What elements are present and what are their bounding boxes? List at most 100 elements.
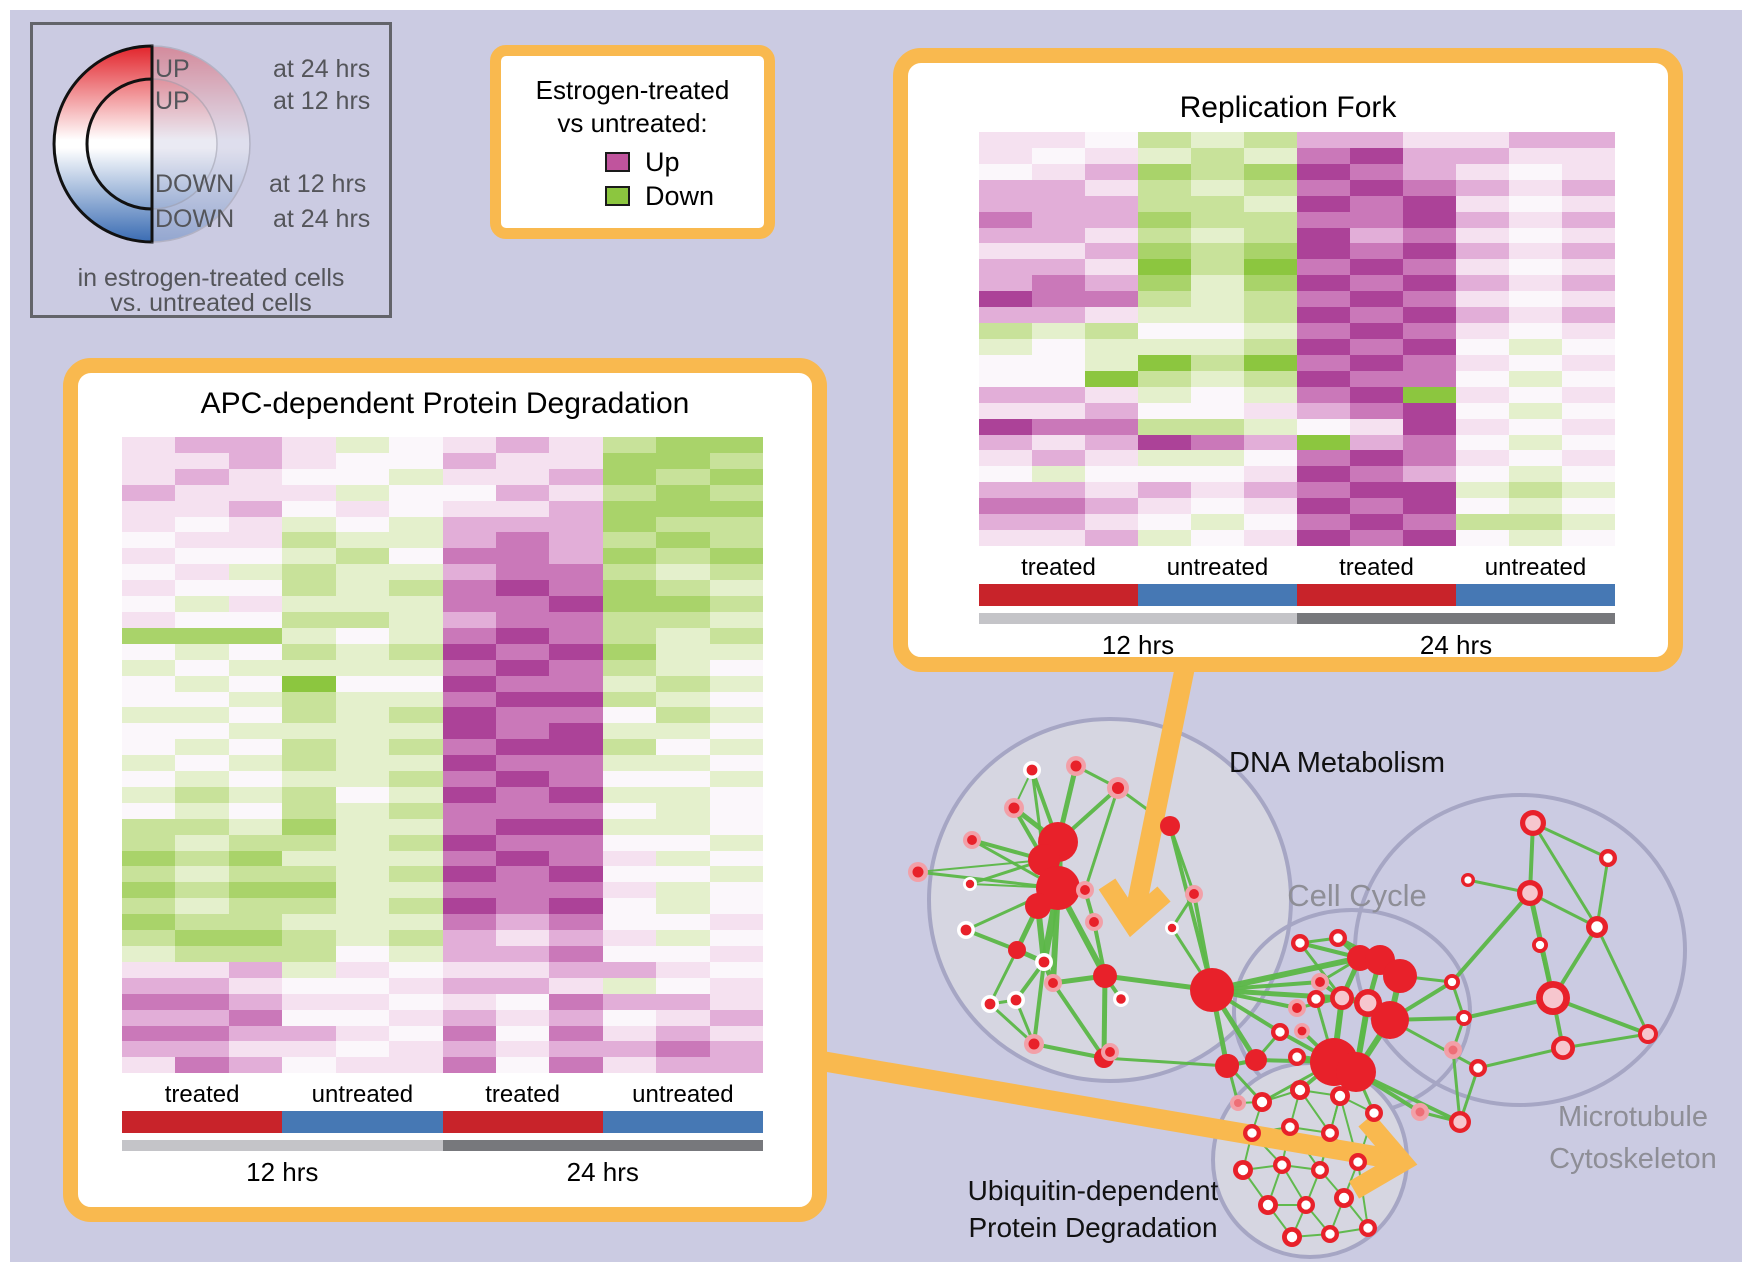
heatmap-row xyxy=(979,291,1615,308)
heatmap-cell xyxy=(1297,275,1350,292)
heatmap-cell xyxy=(1456,132,1509,148)
heatmap-cell xyxy=(495,993,550,1010)
panel-connector-arrow-2 xyxy=(814,1050,1400,1170)
heatmap-cell xyxy=(1138,402,1191,419)
heatmap-row xyxy=(122,564,764,581)
heatmap-cell xyxy=(602,1041,657,1058)
heatmap-cell xyxy=(282,834,336,851)
heatmap-cell xyxy=(175,468,229,485)
network-edge xyxy=(1211,955,1361,993)
heatmap-cell xyxy=(1085,370,1138,387)
heatmap-cell xyxy=(979,370,1032,387)
heatmap-cell xyxy=(1032,530,1085,546)
network-node-core xyxy=(1591,921,1603,933)
heatmap-cell xyxy=(1509,434,1562,451)
heatmap-cell xyxy=(335,914,390,931)
heatmap-row xyxy=(122,739,764,756)
heatmap-cell xyxy=(335,532,390,549)
heatmap-cell xyxy=(709,596,764,612)
heatmap-cell xyxy=(335,691,390,708)
heatmap-cell xyxy=(442,659,496,676)
heatmap-cell xyxy=(122,532,176,549)
rf-12hrs-label: 12 hrs xyxy=(1101,630,1175,660)
heatmap-cell xyxy=(1456,323,1509,339)
heatmap-cell xyxy=(549,1025,603,1042)
heatmap-cell xyxy=(335,882,390,899)
rf-condition-labels: treated untreated treated untreated xyxy=(979,554,1615,582)
heatmap-cell xyxy=(1562,514,1615,531)
heatmap-cell xyxy=(1562,211,1615,228)
heatmap-cell xyxy=(442,946,496,962)
heatmap-cell xyxy=(175,818,229,835)
heatmap-cell xyxy=(602,755,657,772)
heatmap-cell xyxy=(228,532,283,549)
heatmap-cell xyxy=(1244,402,1297,419)
heatmap-cell xyxy=(549,596,603,612)
heatmap-cell xyxy=(495,914,550,931)
heatmap-cell xyxy=(175,516,229,533)
heatmap-cell xyxy=(335,961,390,978)
heatmap-cell xyxy=(709,452,764,469)
heatmap-cell xyxy=(656,659,710,676)
heatmap-cell xyxy=(442,771,496,787)
heatmap-cell xyxy=(228,707,283,724)
heatmap-cell xyxy=(175,437,229,453)
heatmap-cell xyxy=(495,691,550,708)
heatmap-cell xyxy=(1403,402,1456,419)
heatmap-cell xyxy=(495,771,550,787)
heatmap-cell xyxy=(1297,132,1350,148)
heatmap-cell xyxy=(656,452,710,469)
heatmap-cell xyxy=(1350,386,1403,403)
heatmap-cell xyxy=(282,961,336,978)
heatmap-cell xyxy=(122,898,176,915)
heatmap-cell xyxy=(979,498,1032,515)
network-node xyxy=(1008,941,1026,959)
heatmap-cell xyxy=(1191,275,1244,292)
heatmap-cell xyxy=(175,484,229,501)
network-node-core xyxy=(1459,1013,1469,1023)
heatmap-row xyxy=(122,675,764,692)
heatmap-row xyxy=(979,179,1615,196)
heatmap-cell xyxy=(335,484,390,501)
heatmap-cell xyxy=(549,659,603,676)
heatmap-row xyxy=(122,468,764,485)
heatmap-cell xyxy=(709,866,764,883)
heatmap-cell xyxy=(709,580,764,597)
heatmap-cell xyxy=(1456,227,1509,244)
heatmap-cell xyxy=(228,930,283,946)
heatmap-cell xyxy=(495,548,550,565)
heatmap-cell xyxy=(1244,323,1297,339)
cluster-label: Cytoskeleton xyxy=(1549,1143,1717,1175)
heatmap-cell xyxy=(1138,227,1191,244)
heatmap-cell xyxy=(709,691,764,708)
heatmap-row xyxy=(979,498,1615,515)
network-node-core xyxy=(1292,1052,1302,1062)
arrowhead-icon xyxy=(1348,1113,1418,1199)
heatmap-cell xyxy=(1403,275,1456,292)
heatmap-cell xyxy=(228,739,283,756)
heatmap-cell xyxy=(1297,163,1350,180)
heatmap-cell xyxy=(1509,466,1562,483)
heatmap-cell xyxy=(228,484,283,501)
heatmap-cell xyxy=(1138,418,1191,435)
heatmap-cell xyxy=(602,707,657,724)
heatmap-cell xyxy=(1456,514,1509,531)
heatmap-cell xyxy=(335,898,390,915)
heatmap-cell xyxy=(335,548,390,565)
heatmap-cell xyxy=(1509,402,1562,419)
heatmap-row xyxy=(122,532,764,549)
heatmap-cell xyxy=(1138,386,1191,403)
heatmap-cell xyxy=(389,548,443,565)
heatmap-cell xyxy=(175,739,229,756)
heatmap-cell xyxy=(656,484,710,501)
heatmap-cell xyxy=(602,468,657,485)
heatmap-cell xyxy=(549,755,603,772)
heatmap-cell xyxy=(1138,132,1191,148)
heatmap-cell xyxy=(389,834,443,851)
heatmap-cell xyxy=(602,437,657,453)
heatmap-cell xyxy=(335,707,390,724)
network-edge xyxy=(988,949,1019,1005)
heatmap-cell xyxy=(122,516,176,533)
heatmap-cell xyxy=(1509,227,1562,244)
